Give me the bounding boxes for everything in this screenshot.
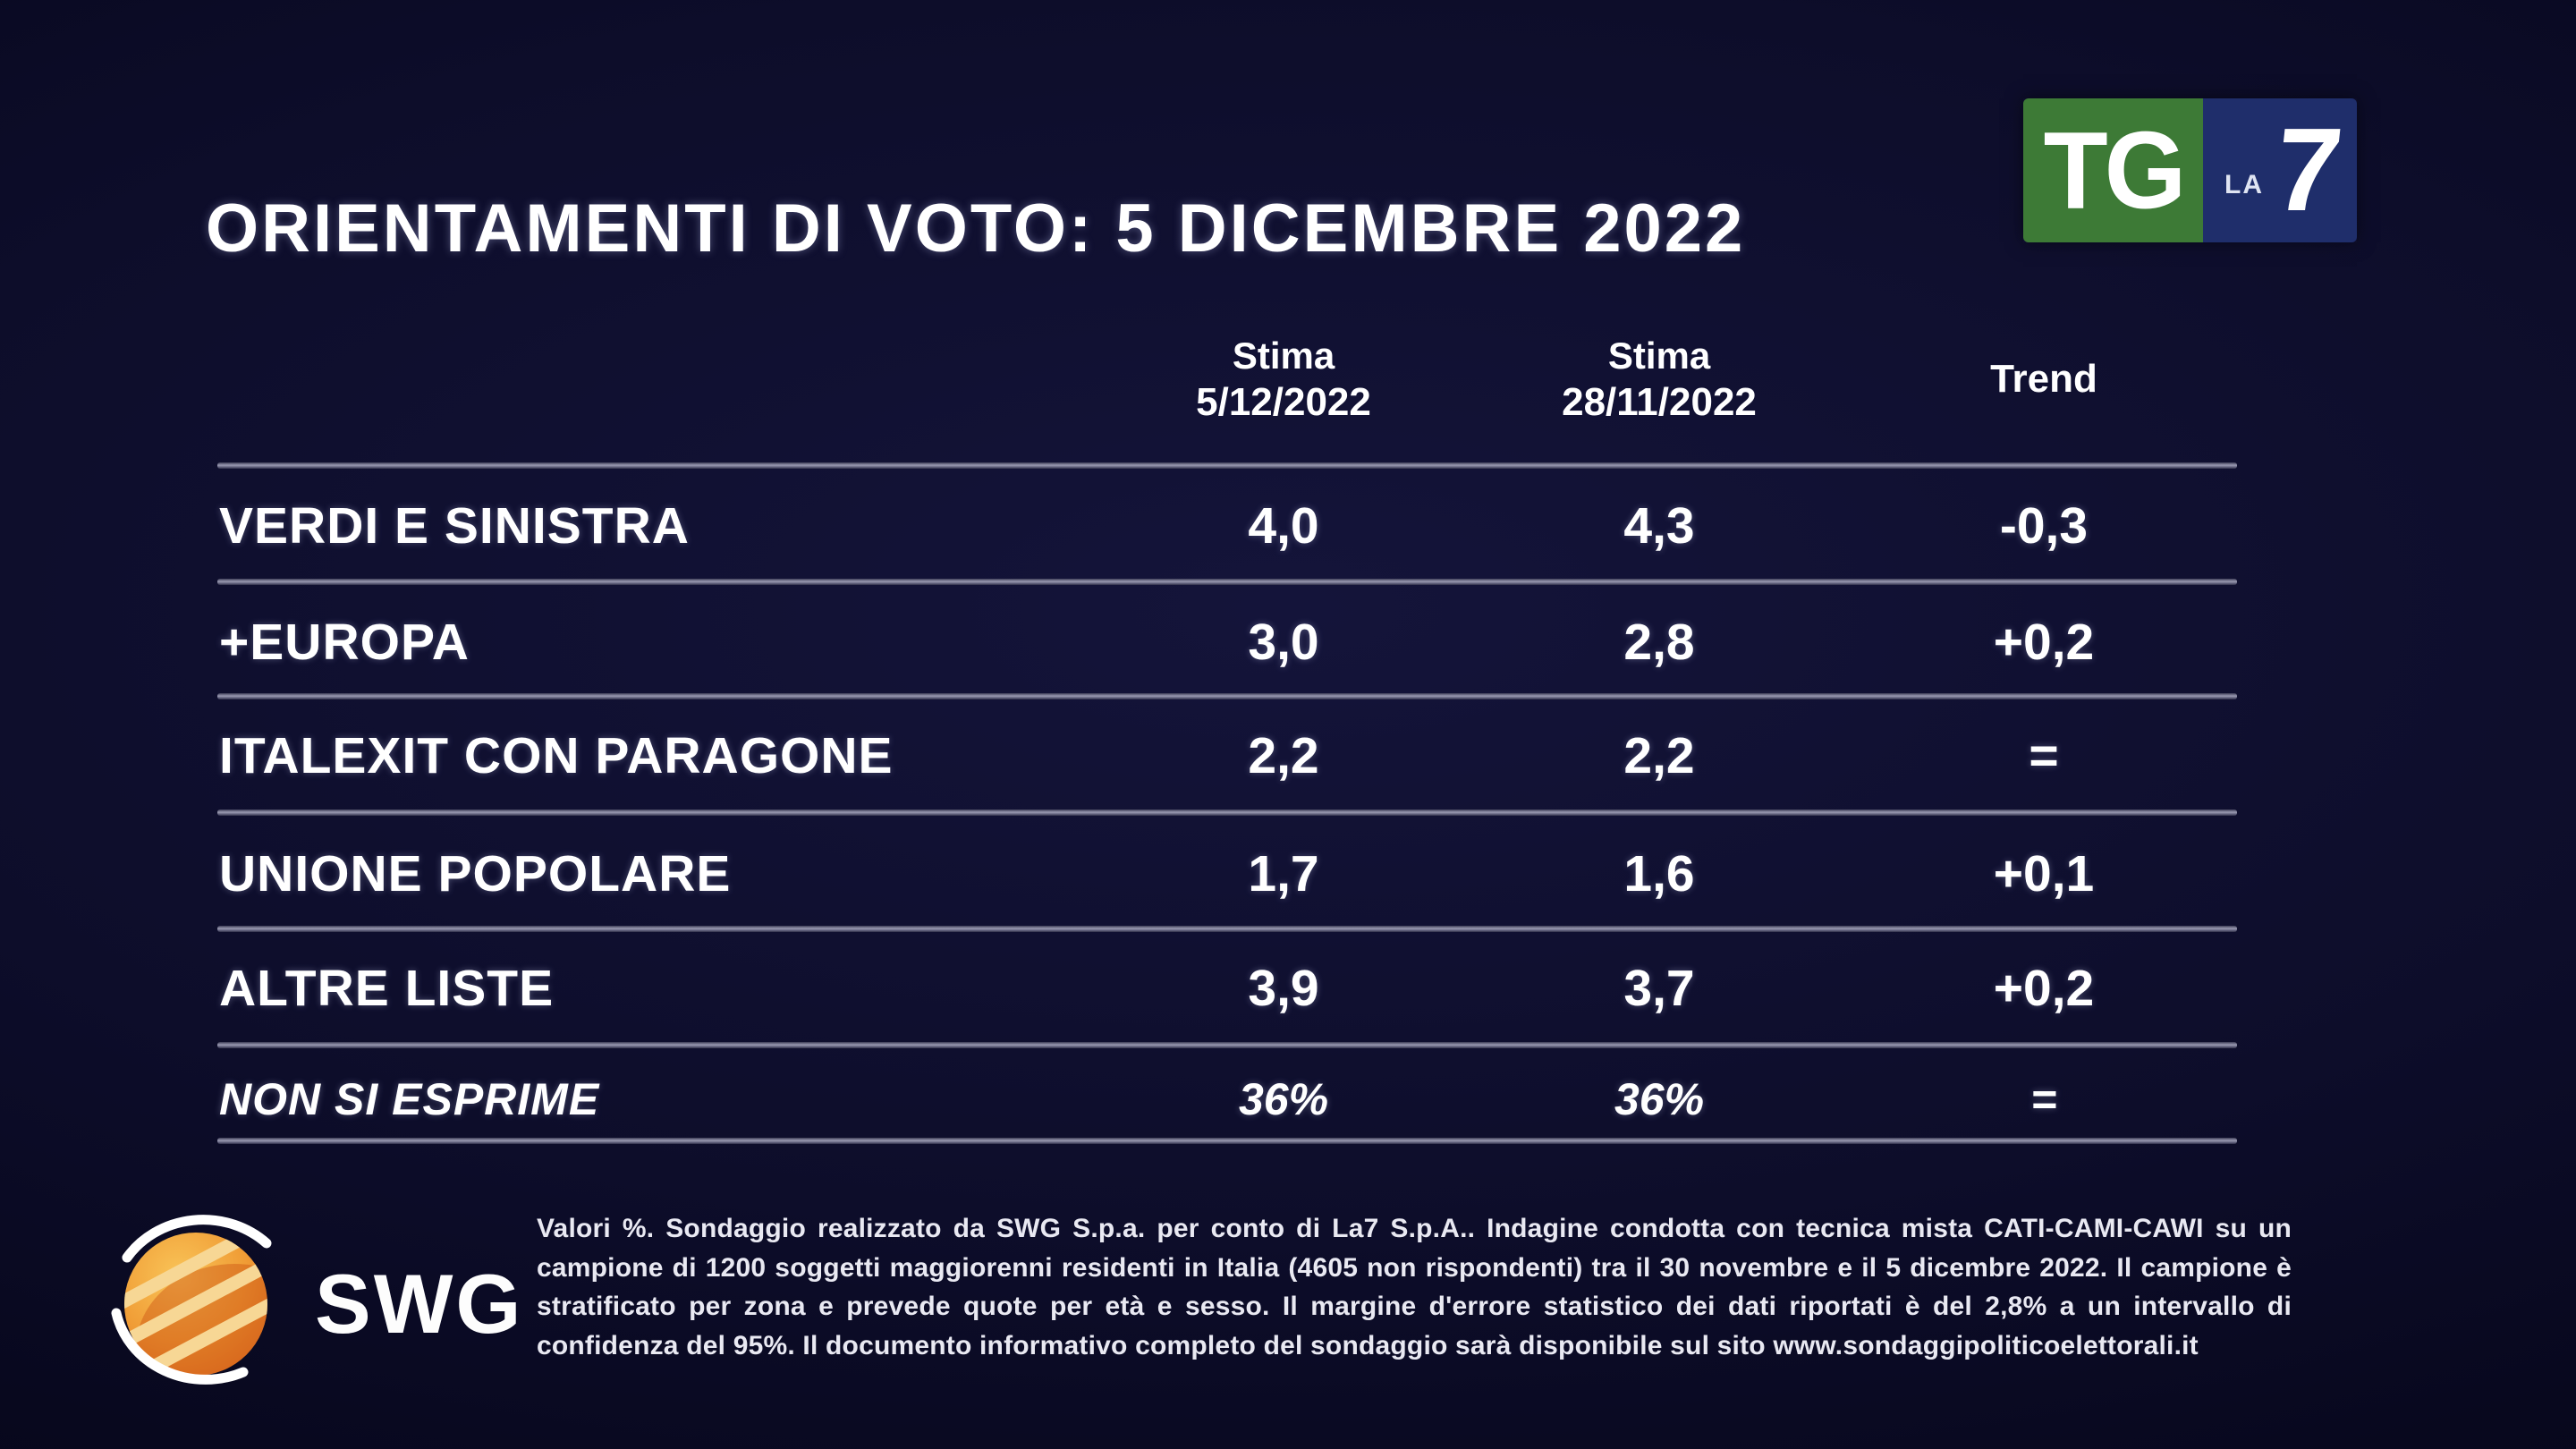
- row-divider: [217, 926, 2237, 932]
- column-header-stima-old-label: Stima: [1607, 335, 1711, 377]
- la7-logo-block: LA 7: [2203, 98, 2357, 242]
- trend-value: =: [2029, 727, 2059, 784]
- stima-new-value: 3,0: [1248, 614, 1319, 671]
- trend-value: +0,2: [1993, 960, 2095, 1017]
- row-divider: [217, 579, 2237, 585]
- column-header-stima-new-date: 5/12/2022: [1196, 380, 1371, 424]
- page-title: ORIENTAMENTI DI VOTO: 5 DICEMBRE 2022: [206, 191, 1746, 267]
- stima-new-value: 36%: [1238, 1074, 1329, 1124]
- column-header-stima-old-date: 28/11/2022: [1562, 380, 1757, 424]
- tgla7-logo: TG LA 7: [2023, 98, 2357, 242]
- swg-logo: SWG: [100, 1206, 524, 1402]
- trend-value: +0,2: [1993, 614, 2095, 671]
- tg-logo-text: TG: [2043, 108, 2187, 233]
- trend-value: -0,3: [1999, 497, 2089, 555]
- row-divider: [217, 1042, 2237, 1048]
- row-divider: [217, 462, 2237, 469]
- trend-value: +0,1: [1993, 845, 2095, 902]
- stima-new-value: 1,7: [1248, 845, 1319, 902]
- party-name: ITALEXIT CON PARAGONE: [219, 727, 894, 784]
- party-name: NON SI ESPRIME: [219, 1074, 600, 1124]
- party-name: ALTRE LISTE: [219, 960, 555, 1017]
- stima-old-value: 2,8: [1623, 614, 1695, 671]
- party-name: UNIONE POPOLARE: [219, 845, 732, 902]
- table-row: VERDI E SINISTRA 4,0 4,3 -0,3: [219, 486, 2241, 566]
- table-row: UNIONE POPOLARE 1,7 1,6 +0,1: [219, 834, 2241, 914]
- column-header-trend: Trend: [1990, 357, 2097, 401]
- trend-value: =: [2030, 1074, 2057, 1124]
- stima-new-value: 3,9: [1248, 960, 1319, 1017]
- stima-new-value: 4,0: [1248, 497, 1319, 555]
- stima-new-value: 2,2: [1248, 727, 1319, 784]
- row-divider: [217, 693, 2237, 699]
- row-divider: [217, 1138, 2237, 1144]
- stima-old-value: 2,2: [1623, 727, 1695, 784]
- stima-old-value: 3,7: [1623, 960, 1695, 1017]
- column-header-stima-new-label: Stima: [1232, 335, 1335, 377]
- stima-old-value: 4,3: [1623, 497, 1695, 555]
- tg-logo-block: TG: [2023, 98, 2203, 242]
- party-name: +EUROPA: [219, 614, 470, 671]
- table-row: +EUROPA 3,0 2,8 +0,2: [219, 602, 2241, 682]
- table-row: ITALEXIT CON PARAGONE 2,2 2,2 =: [219, 716, 2241, 796]
- stima-old-value: 36%: [1614, 1074, 1705, 1124]
- la7-logo-seven-text: 7: [2267, 104, 2348, 235]
- stima-old-value: 1,6: [1623, 845, 1695, 902]
- party-name: VERDI E SINISTRA: [219, 497, 690, 555]
- column-header-stima-old: Stima 28/11/2022: [1471, 333, 1847, 426]
- column-header-stima-new: Stima 5/12/2022: [1096, 333, 1471, 426]
- disclaimer-text: Valori %. Sondaggio realizzato da SWG S.…: [537, 1214, 2292, 1360]
- swg-globe-icon: [100, 1206, 292, 1402]
- swg-brand-text: SWG: [315, 1256, 524, 1351]
- table-row: NON SI ESPRIME 36% 36% =: [219, 1059, 2241, 1140]
- row-divider: [217, 809, 2237, 816]
- la7-logo-la-text: LA: [2224, 170, 2264, 199]
- table-row: ALTRE LISTE 3,9 3,7 +0,2: [219, 948, 2241, 1029]
